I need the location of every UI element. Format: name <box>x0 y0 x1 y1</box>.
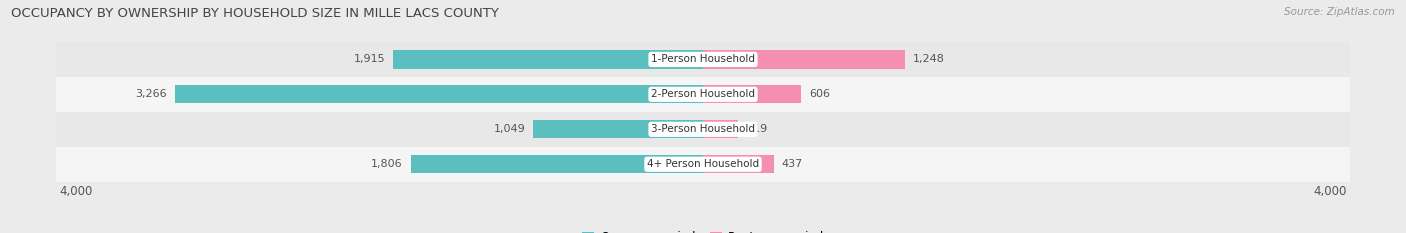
Text: 4,000: 4,000 <box>1313 185 1347 198</box>
Bar <box>56 42 1350 77</box>
Text: 3,266: 3,266 <box>135 89 167 99</box>
Legend: Owner-occupied, Renter-occupied: Owner-occupied, Renter-occupied <box>578 226 828 233</box>
Text: 437: 437 <box>782 159 803 169</box>
Text: 1,915: 1,915 <box>354 55 385 64</box>
Bar <box>56 112 1350 147</box>
Bar <box>174 85 703 103</box>
Bar <box>703 50 905 69</box>
Bar <box>703 120 738 138</box>
Bar <box>703 85 801 103</box>
Bar <box>394 50 703 69</box>
Text: OCCUPANCY BY OWNERSHIP BY HOUSEHOLD SIZE IN MILLE LACS COUNTY: OCCUPANCY BY OWNERSHIP BY HOUSEHOLD SIZE… <box>11 7 499 20</box>
Text: 1,049: 1,049 <box>494 124 526 134</box>
Text: 3-Person Household: 3-Person Household <box>651 124 755 134</box>
Text: 219: 219 <box>747 124 768 134</box>
Bar <box>703 155 773 173</box>
Bar <box>56 77 1350 112</box>
Text: 2-Person Household: 2-Person Household <box>651 89 755 99</box>
Bar <box>533 120 703 138</box>
Bar <box>411 155 703 173</box>
Text: 1,806: 1,806 <box>371 159 404 169</box>
Bar <box>56 147 1350 182</box>
Text: 4+ Person Household: 4+ Person Household <box>647 159 759 169</box>
Text: 1-Person Household: 1-Person Household <box>651 55 755 64</box>
Text: 606: 606 <box>808 89 830 99</box>
Text: 1,248: 1,248 <box>912 55 945 64</box>
Text: 4,000: 4,000 <box>59 185 93 198</box>
Text: Source: ZipAtlas.com: Source: ZipAtlas.com <box>1284 7 1395 17</box>
